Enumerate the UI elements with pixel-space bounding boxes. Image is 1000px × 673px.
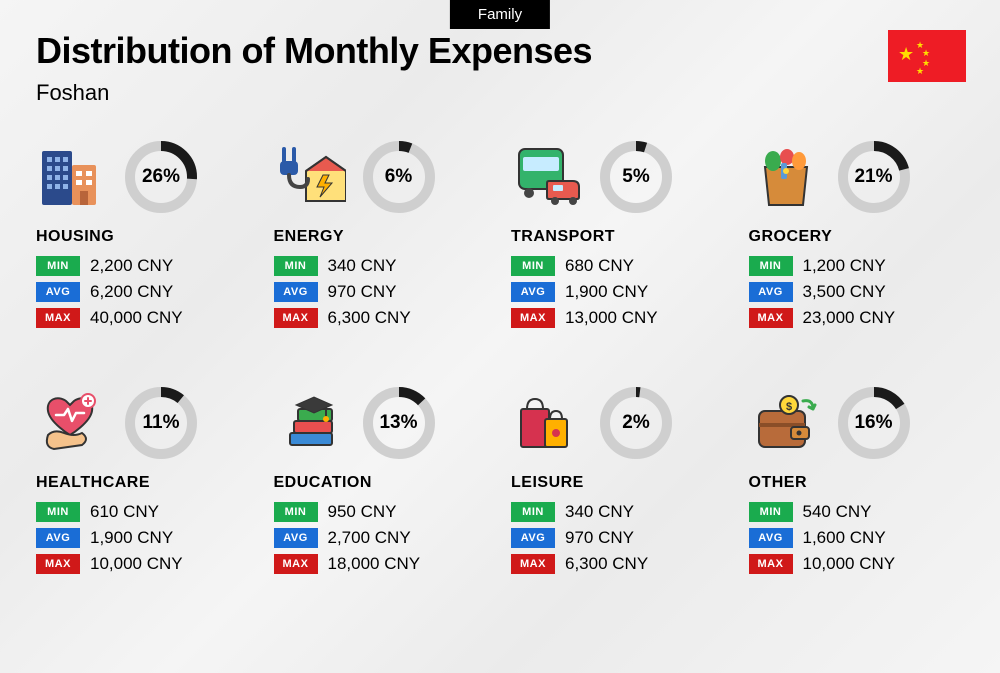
pct-donut: 11% bbox=[124, 386, 198, 460]
pct-value: 2% bbox=[622, 412, 649, 434]
max-badge: MAX bbox=[511, 554, 555, 574]
min-badge: MIN bbox=[36, 502, 80, 522]
grocery-bag-icon bbox=[749, 143, 823, 211]
max-value: 18,000 CNY bbox=[328, 554, 421, 574]
max-value: 10,000 CNY bbox=[90, 554, 183, 574]
avg-value: 1,600 CNY bbox=[803, 528, 886, 548]
min-badge: MIN bbox=[749, 502, 793, 522]
avg-badge: AVG bbox=[36, 528, 80, 548]
china-flag: ★ ★ ★ ★ ★ bbox=[888, 30, 966, 82]
max-value: 40,000 CNY bbox=[90, 308, 183, 328]
avg-value: 2,700 CNY bbox=[328, 528, 411, 548]
pct-donut: 13% bbox=[362, 386, 436, 460]
expense-card-other: $16% OTHER MIN 540 CNY AVG 1,600 CNY MAX 10,000… bbox=[749, 386, 967, 580]
avg-value: 1,900 CNY bbox=[90, 528, 173, 548]
category-name: ENERGY bbox=[274, 228, 492, 246]
max-value: 23,000 CNY bbox=[803, 308, 896, 328]
expense-card-transport: 5% TRANSPORT MIN 680 CNY AVG 1,900 CNY MAX 13,0… bbox=[511, 140, 729, 334]
pct-value: 5% bbox=[622, 166, 649, 188]
min-value: 680 CNY bbox=[565, 256, 634, 276]
max-badge: MAX bbox=[274, 308, 318, 328]
pct-value: 6% bbox=[385, 166, 412, 188]
min-badge: MIN bbox=[511, 502, 555, 522]
max-badge: MAX bbox=[749, 308, 793, 328]
energy-house-icon bbox=[274, 143, 348, 211]
pct-value: 26% bbox=[142, 166, 180, 188]
avg-value: 970 CNY bbox=[565, 528, 634, 548]
expense-card-grocery: 21% GROCERY MIN 1,200 CNY AVG 3,500 CNY MAX 23,… bbox=[749, 140, 967, 334]
pct-donut: 16% bbox=[837, 386, 911, 460]
avg-value: 6,200 CNY bbox=[90, 282, 173, 302]
min-badge: MIN bbox=[749, 256, 793, 276]
min-value: 2,200 CNY bbox=[90, 256, 173, 276]
buildings-icon bbox=[36, 143, 110, 211]
max-value: 13,000 CNY bbox=[565, 308, 658, 328]
expense-card-healthcare: 11% HEALTHCARE MIN 610 CNY AVG 1,900 CNY MAX 10… bbox=[36, 386, 254, 580]
avg-badge: AVG bbox=[749, 282, 793, 302]
max-badge: MAX bbox=[749, 554, 793, 574]
min-badge: MIN bbox=[511, 256, 555, 276]
category-name: EDUCATION bbox=[274, 474, 492, 492]
pct-donut: 2% bbox=[599, 386, 673, 460]
shopping-bags-icon bbox=[511, 389, 585, 457]
avg-badge: AVG bbox=[274, 282, 318, 302]
category-tag: Family bbox=[450, 0, 550, 29]
min-value: 340 CNY bbox=[328, 256, 397, 276]
expense-card-leisure: 2% LEISURE MIN 340 CNY AVG 970 CNY MAX 6,300 CN… bbox=[511, 386, 729, 580]
pct-value: 11% bbox=[143, 412, 180, 434]
max-value: 10,000 CNY bbox=[803, 554, 896, 574]
category-name: TRANSPORT bbox=[511, 228, 729, 246]
category-name: GROCERY bbox=[749, 228, 967, 246]
category-name: HOUSING bbox=[36, 228, 254, 246]
avg-badge: AVG bbox=[274, 528, 318, 548]
page-title: Distribution of Monthly Expenses bbox=[36, 30, 592, 72]
min-badge: MIN bbox=[36, 256, 80, 276]
heart-hand-icon bbox=[36, 389, 110, 457]
expense-card-education: 13% EDUCATION MIN 950 CNY AVG 2,700 CNY MAX 18,… bbox=[274, 386, 492, 580]
pct-donut: 5% bbox=[599, 140, 673, 214]
pct-value: 21% bbox=[854, 166, 892, 188]
min-badge: MIN bbox=[274, 502, 318, 522]
max-badge: MAX bbox=[36, 308, 80, 328]
city-subtitle: Foshan bbox=[36, 80, 109, 106]
category-name: HEALTHCARE bbox=[36, 474, 254, 492]
svg-text:$: $ bbox=[785, 401, 791, 413]
max-badge: MAX bbox=[36, 554, 80, 574]
avg-badge: AVG bbox=[511, 282, 555, 302]
pct-donut: 26% bbox=[124, 140, 198, 214]
avg-value: 970 CNY bbox=[328, 282, 397, 302]
min-value: 610 CNY bbox=[90, 502, 159, 522]
pct-value: 13% bbox=[379, 412, 417, 434]
max-badge: MAX bbox=[274, 554, 318, 574]
min-value: 1,200 CNY bbox=[803, 256, 886, 276]
pct-value: 16% bbox=[854, 412, 892, 434]
category-name: LEISURE bbox=[511, 474, 729, 492]
avg-badge: AVG bbox=[511, 528, 555, 548]
expense-card-housing: 26% HOUSING MIN 2,200 CNY AVG 6,200 CNY MAX 40,… bbox=[36, 140, 254, 334]
avg-value: 1,900 CNY bbox=[565, 282, 648, 302]
wallet-icon: $ bbox=[749, 389, 823, 457]
max-badge: MAX bbox=[511, 308, 555, 328]
avg-value: 3,500 CNY bbox=[803, 282, 886, 302]
pct-donut: 21% bbox=[837, 140, 911, 214]
bus-car-icon bbox=[511, 143, 585, 211]
min-value: 340 CNY bbox=[565, 502, 634, 522]
expense-grid: 26% HOUSING MIN 2,200 CNY AVG 6,200 CNY MAX 40,… bbox=[36, 140, 966, 580]
max-value: 6,300 CNY bbox=[565, 554, 648, 574]
avg-badge: AVG bbox=[749, 528, 793, 548]
category-name: OTHER bbox=[749, 474, 967, 492]
grad-books-icon bbox=[274, 389, 348, 457]
min-value: 950 CNY bbox=[328, 502, 397, 522]
min-badge: MIN bbox=[274, 256, 318, 276]
pct-donut: 6% bbox=[362, 140, 436, 214]
min-value: 540 CNY bbox=[803, 502, 872, 522]
expense-card-energy: 6% ENERGY MIN 340 CNY AVG 970 CNY MAX 6,300 CNY bbox=[274, 140, 492, 334]
avg-badge: AVG bbox=[36, 282, 80, 302]
max-value: 6,300 CNY bbox=[328, 308, 411, 328]
